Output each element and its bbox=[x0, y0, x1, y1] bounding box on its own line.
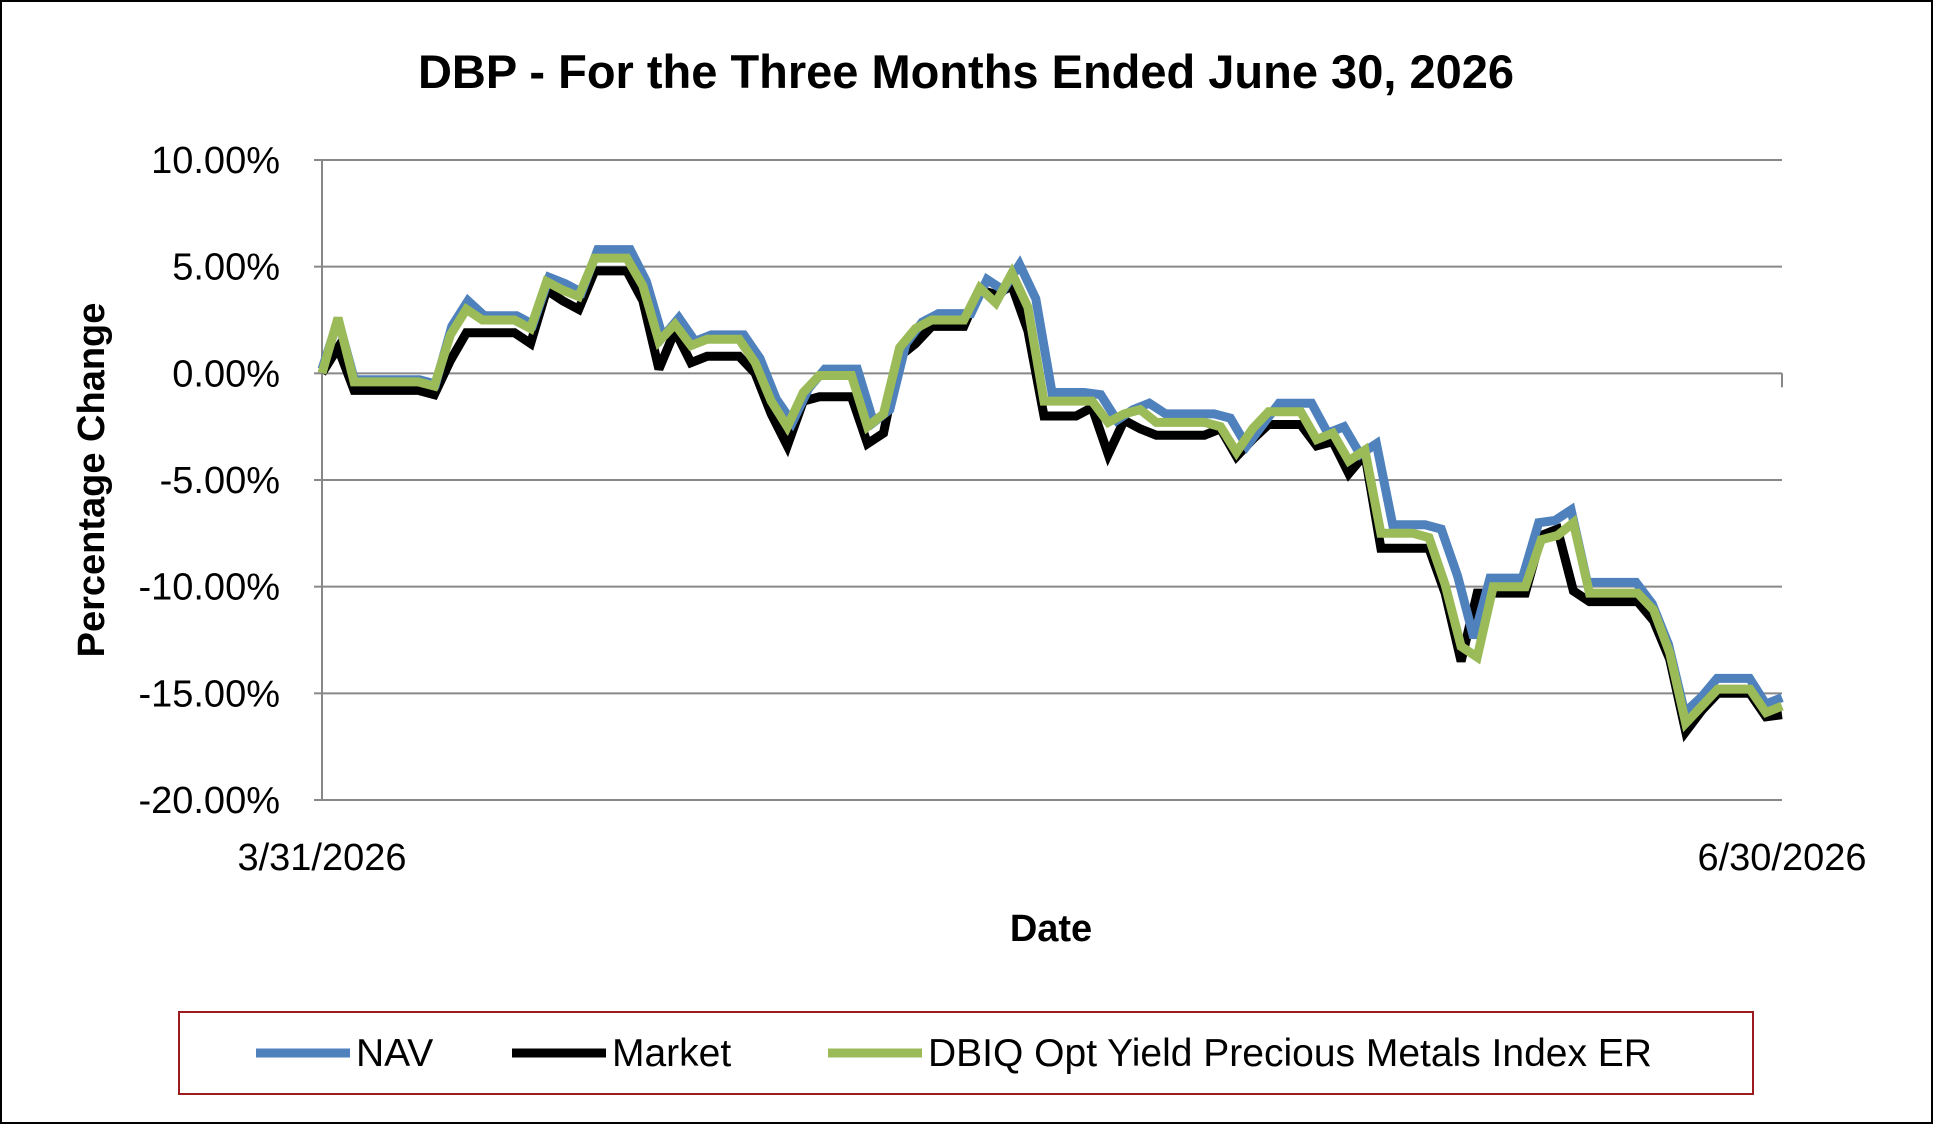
y-tick-label: -5.00% bbox=[160, 460, 280, 502]
y-tick-label: 0.00% bbox=[172, 353, 280, 395]
y-tick-label: -10.00% bbox=[138, 567, 280, 609]
y-tick-label: -20.00% bbox=[138, 780, 280, 822]
series-line-index bbox=[317, 253, 1784, 733]
series-line-market bbox=[318, 266, 1783, 743]
y-axis-title: Percentage Change bbox=[71, 303, 113, 658]
legend-label-nav: NAV bbox=[356, 1032, 433, 1075]
chart-title: DBP - For the Three Months Ended June 30… bbox=[418, 45, 1514, 98]
y-axis-ticks: 10.00% 5.00% 0.00% -5.00% -10.00% -15.00% -20.… bbox=[138, 140, 322, 822]
legend-label-index: DBIQ Opt Yield Precious Metals Index ER bbox=[928, 1032, 1652, 1075]
x-tick-label-start: 3/31/2026 bbox=[237, 837, 406, 879]
legend-item-market: Market bbox=[512, 1032, 731, 1075]
series-line-nav bbox=[317, 245, 1784, 722]
y-tick-label: 5.00% bbox=[172, 247, 280, 289]
legend-item-index: DBIQ Opt Yield Precious Metals Index ER bbox=[828, 1032, 1652, 1075]
series-lines bbox=[317, 245, 1784, 743]
y-tick-label: -15.00% bbox=[138, 673, 280, 715]
legend-item-nav: NAV bbox=[256, 1032, 433, 1075]
x-tick-label-end: 6/30/2026 bbox=[1697, 837, 1866, 879]
legend-label-market: Market bbox=[612, 1032, 731, 1075]
x-axis-title: Date bbox=[1010, 908, 1092, 950]
legend-box bbox=[178, 1011, 1754, 1095]
y-tick-label: 10.00% bbox=[151, 140, 280, 182]
gridlines bbox=[322, 159, 1782, 801]
